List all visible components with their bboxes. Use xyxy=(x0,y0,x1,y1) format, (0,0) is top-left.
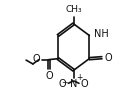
Text: NH: NH xyxy=(94,29,108,39)
Text: O: O xyxy=(32,54,40,64)
Text: −: − xyxy=(61,78,68,87)
Text: O: O xyxy=(104,53,112,63)
Text: O: O xyxy=(59,79,67,89)
Text: +: + xyxy=(76,73,82,82)
Text: O: O xyxy=(45,71,53,81)
Text: N: N xyxy=(70,79,77,89)
Text: O: O xyxy=(81,79,88,89)
Text: CH₃: CH₃ xyxy=(65,5,82,14)
